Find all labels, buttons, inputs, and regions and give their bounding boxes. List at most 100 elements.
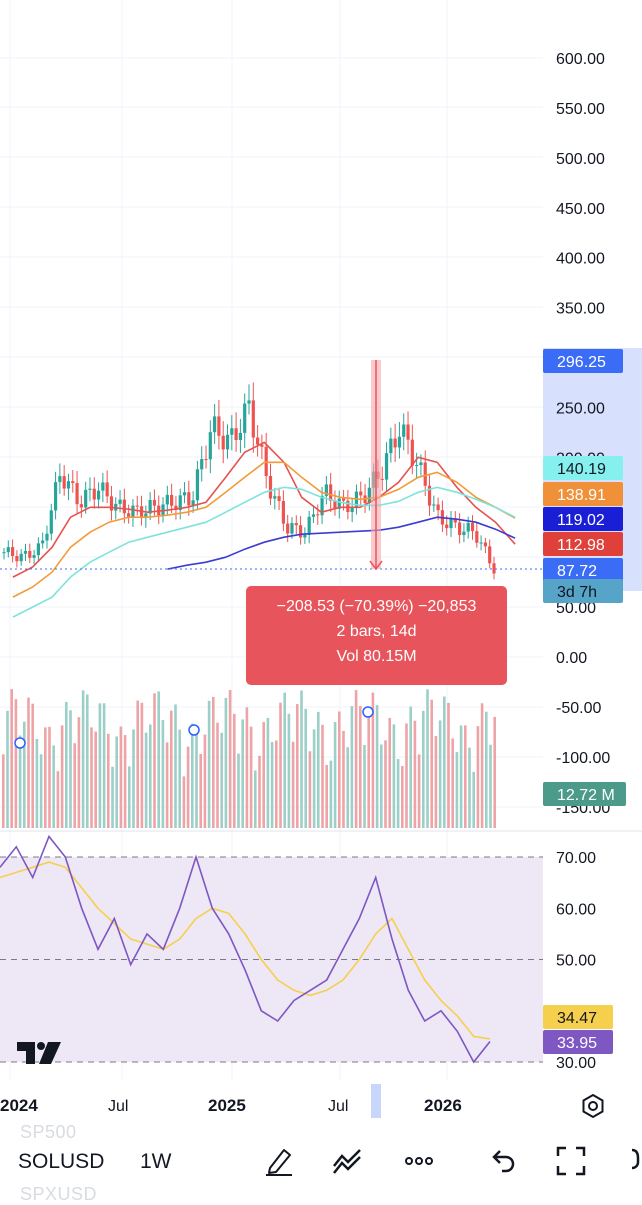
time-highlight [371,1084,381,1122]
volume-bar [81,690,85,828]
candle-body [458,522,462,536]
candle-body [45,533,49,541]
interval-selector[interactable]: 1W [140,1150,172,1173]
volume-bar [430,699,433,828]
volume-bar [279,702,282,828]
rsi-ma-badge [543,1005,613,1029]
rsi-tick-label: 30.00 [556,1055,596,1072]
volume-bar [60,725,64,828]
candle-body [28,550,32,558]
volume-bar [405,723,408,828]
more-icon[interactable] [402,1144,436,1178]
candle-body [23,550,28,554]
candle-body [423,462,427,486]
candle-body [432,504,436,506]
time-axis-label: 2026 [424,1096,462,1115]
volume-bar [321,724,324,828]
pencil-icon[interactable] [262,1144,296,1178]
rsi-axis[interactable]: 70.00 60.00 50.00 30.00 [556,850,596,1072]
price-tick-label: 550.00 [556,101,605,118]
volume-bar [447,702,450,828]
price-tick-label: 0.00 [556,650,587,667]
drawing-tools-icon[interactable] [330,1144,364,1178]
volume-bar [363,744,366,828]
candle-body [307,516,311,535]
candle-body [144,513,148,519]
volume-bar [275,740,278,828]
candle-body [320,495,324,516]
price-badges: 296.25 140.19 138.91 119.02 112.98 87.72 3d 7h… [543,349,626,806]
candle-body [359,491,363,496]
candle-body [6,547,10,553]
candle-body [75,483,79,505]
volume-bar [350,706,354,828]
rsi-ma-badge-label: 34.47 [557,1010,597,1027]
volume-bar [241,719,244,828]
bottom-toolbar [0,1118,642,1200]
volume-bar [409,706,412,828]
candle-body [213,416,217,433]
volume-bar [283,692,286,828]
candle-body [118,499,122,504]
candle-body [479,542,483,544]
price-badge [543,532,623,556]
volume-bar [65,702,68,828]
candle-body [311,514,316,517]
candle-body [187,492,191,506]
price-badge-label: 140.19 [557,461,606,478]
dividend-marker-icon [188,724,200,736]
candle-body [221,435,225,450]
volume-bar [333,722,337,828]
fullscreen-icon[interactable] [554,1144,588,1178]
volume-badge-label: 12.72 M [557,787,615,804]
candle-body [84,489,88,508]
candle-body [415,464,419,466]
mic-icon[interactable] [622,1144,642,1178]
volume-bar [102,703,106,828]
moving-average-line [12,441,516,578]
volume-bar [468,747,471,828]
candle-body [53,482,58,511]
volume-bar [52,745,55,828]
price-tick-label: -100.00 [556,750,610,767]
volume-bar [220,732,223,828]
volume-bar [451,738,454,828]
price-badge [543,456,623,480]
dividend-marker-icon [362,706,374,718]
candle-body [41,540,45,544]
rsi-line [0,834,491,1064]
measure-volume: Vol 80.15M [336,648,417,665]
candle-body [243,403,247,433]
candle-body [139,506,144,519]
symbol-suggestion-above[interactable]: SP500 [20,1122,77,1142]
candle-body [337,498,341,509]
candle-body [427,485,432,506]
symbol-selector[interactable]: SOLUSD [18,1150,105,1173]
volume-bar [18,735,22,828]
price-tick-label: 400.00 [556,251,605,268]
candle-body [251,400,255,438]
volume-bar [270,742,274,828]
settings-icon[interactable] [580,1093,606,1119]
volume-bar [90,727,93,828]
volume-bar [388,717,391,828]
symbol-suggestion-below[interactable]: SPXUSD [20,1184,98,1204]
candle-body [264,446,268,477]
measure-bars: 2 bars, 14d [336,623,417,640]
time-axis[interactable]: 2024 Jul 2025 Jul 2026 [0,1096,462,1115]
tradingview-logo-icon [17,1042,61,1064]
candle-body [127,513,131,518]
volume-bar [401,766,404,828]
candlestick-series[interactable] [2,382,496,580]
volume-bar [23,721,26,828]
candle-body [255,437,260,445]
candle-body [466,522,470,532]
volume-bar [375,705,379,828]
volume-bar [199,753,202,828]
price-badge-label: 119.02 [557,512,605,529]
volume-bar [182,776,186,828]
undo-icon[interactable] [486,1144,520,1178]
volume-bar [195,725,198,828]
volume-bar [367,711,370,828]
volume-bar [308,751,312,828]
